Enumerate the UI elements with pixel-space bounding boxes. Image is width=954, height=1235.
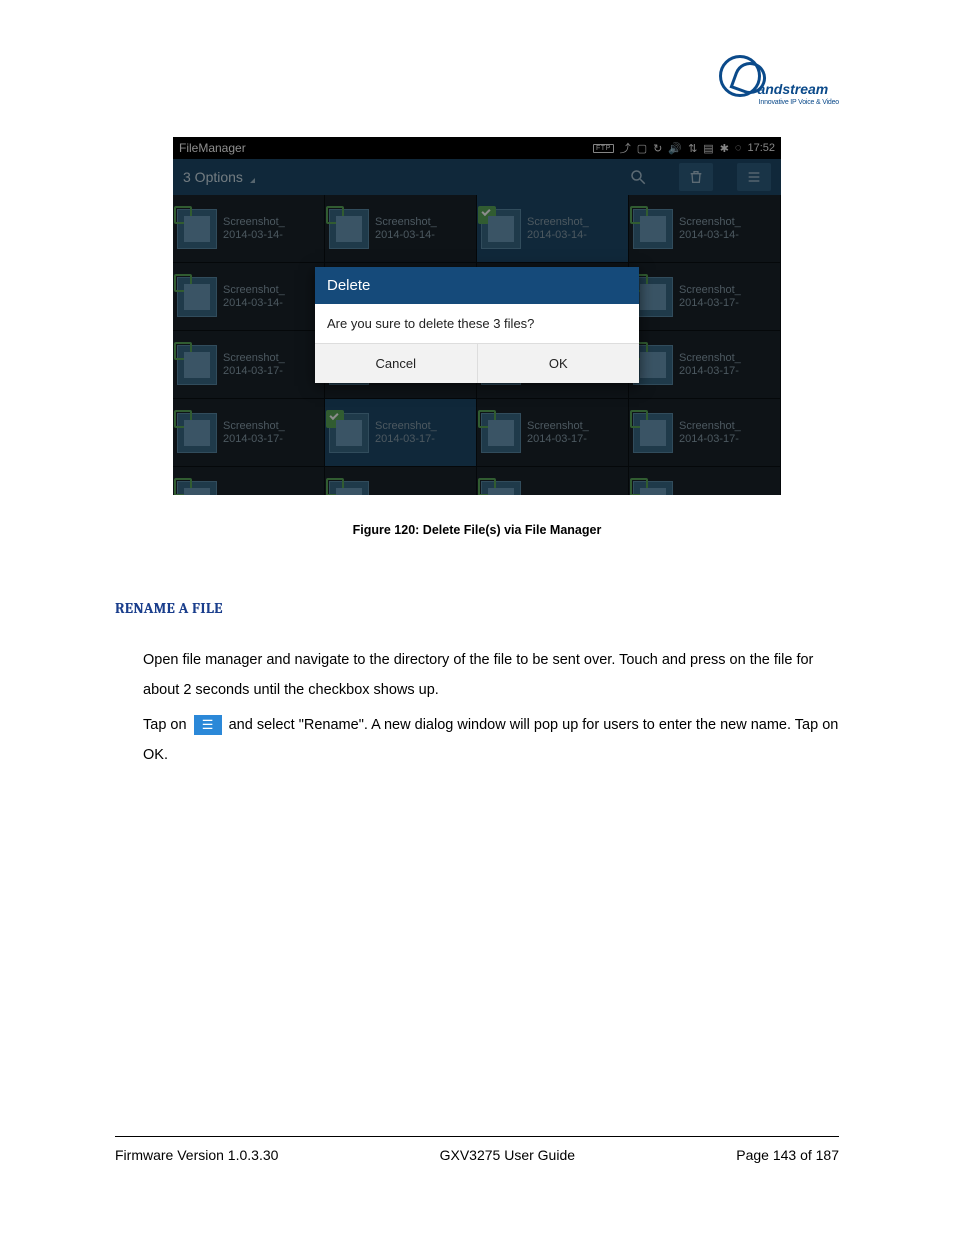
file-name: Screenshot_2014-03-17-	[527, 420, 589, 446]
file-thumbnail-icon	[177, 481, 217, 496]
trash-icon[interactable]	[679, 163, 713, 191]
file-thumbnail-icon	[177, 209, 217, 249]
sync-icon: ↻	[653, 142, 662, 155]
file-thumbnail-icon	[329, 413, 369, 453]
file-name: Screenshot	[527, 494, 583, 495]
search-icon[interactable]	[621, 163, 655, 191]
file-cell[interactable]: Screenshot	[629, 467, 781, 495]
file-name: Screenshot_2014-03-17-	[223, 352, 285, 378]
file-cell[interactable]: Screenshot	[173, 467, 325, 495]
footer-firmware: Firmware Version 1.0.3.30	[115, 1147, 278, 1163]
clock: 17:52	[747, 142, 775, 154]
brand-logo: andstream Innovative IP Voice & Video	[719, 55, 839, 113]
file-name: Screenshot_2014-03-14-	[223, 284, 285, 310]
file-name: Screenshot_2014-03-17-	[679, 420, 741, 446]
options-count[interactable]: 3 Options	[183, 169, 243, 185]
file-thumbnail-icon	[329, 481, 369, 496]
file-cell[interactable]: Screenshot_2014-03-17-	[629, 399, 781, 467]
options-toolbar: 3 Options	[173, 159, 781, 195]
figure-caption: Figure 120: Delete File(s) via File Mana…	[115, 523, 839, 537]
file-name: Screenshot_2014-03-17-	[223, 420, 285, 446]
file-name: Screenshot	[375, 494, 431, 495]
file-cell[interactable]: Screenshot_2014-03-17-	[629, 263, 781, 331]
delete-dialog: Delete Are you sure to delete these 3 fi…	[315, 267, 639, 383]
file-cell[interactable]: Screenshot	[325, 467, 477, 495]
file-cell[interactable]: Screenshot_2014-03-14-	[173, 263, 325, 331]
ok-button[interactable]: OK	[478, 344, 640, 383]
file-cell[interactable]: Screenshot_2014-03-17-	[629, 331, 781, 399]
section-heading: RENAME A FILE	[115, 599, 839, 617]
file-cell[interactable]: Screenshot_2014-03-14-	[629, 195, 781, 263]
file-thumbnail-icon	[633, 277, 673, 317]
file-thumbnail-icon	[481, 413, 521, 453]
file-thumbnail-icon	[633, 209, 673, 249]
gps-icon: ◌	[735, 142, 742, 154]
sim-icon: ▤	[703, 142, 713, 155]
logo-tagline: Innovative IP Voice & Video	[719, 99, 839, 106]
file-cell[interactable]: Screenshot_2014-03-17-	[477, 399, 629, 467]
paragraph-1: Open file manager and navigate to the di…	[143, 645, 839, 706]
file-cell[interactable]: Screenshot_2014-03-14-	[325, 195, 477, 263]
file-name: Screenshot_2014-03-14-	[527, 216, 589, 242]
file-thumbnail-icon	[481, 481, 521, 496]
body-text: Open file manager and navigate to the di…	[115, 645, 839, 771]
android-status-bar: FileManager FTP ⤴ ▢ ↻ 🔊 ⇅ ▤ ✱ ◌ 17:52	[173, 137, 781, 159]
logo-mark-icon	[719, 55, 761, 97]
file-name: Screenshot_2014-03-17-	[679, 352, 741, 378]
file-thumbnail-icon	[633, 481, 673, 496]
file-name: Screenshot_2014-03-14-	[679, 216, 741, 242]
file-thumbnail-icon	[633, 413, 673, 453]
cancel-button[interactable]: Cancel	[315, 344, 478, 383]
file-name: Screenshot_2014-03-14-	[375, 216, 437, 242]
file-thumbnail-icon	[177, 277, 217, 317]
file-thumbnail-icon	[177, 413, 217, 453]
file-cell[interactable]: Screenshot_2014-03-17-	[173, 331, 325, 399]
file-thumbnail-icon	[481, 209, 521, 249]
file-thumbnail-icon	[177, 345, 217, 385]
app-title: FileManager	[179, 141, 246, 155]
footer-doc-title: GXV3275 User Guide	[278, 1147, 736, 1163]
dialog-title: Delete	[315, 267, 639, 304]
file-thumbnail-icon	[633, 345, 673, 385]
file-name: Screenshot_2014-03-17-	[679, 284, 741, 310]
file-cell[interactable]: Screenshot_2014-03-14-	[173, 195, 325, 263]
file-name: Screenshot_2014-03-17-	[375, 420, 437, 446]
paragraph-2: Tap on and select "Rename". A new dialog…	[143, 710, 839, 771]
screenshot-figure: FileManager FTP ⤴ ▢ ↻ 🔊 ⇅ ▤ ✱ ◌ 17:52 3 …	[173, 137, 781, 495]
file-cell[interactable]: Screenshot	[477, 467, 629, 495]
file-name: Screenshot	[679, 494, 735, 495]
logo-brand-text: andstream	[757, 81, 828, 97]
hamburger-menu-icon	[194, 715, 222, 735]
file-name: Screenshot	[223, 494, 279, 495]
upload-icon: ⤴	[620, 140, 631, 156]
ftp-icon: FTP	[593, 144, 614, 153]
volume-icon: 🔊	[668, 142, 682, 155]
menu-icon[interactable]	[737, 163, 771, 191]
page-footer: Firmware Version 1.0.3.30 GXV3275 User G…	[115, 1136, 839, 1163]
dialog-message: Are you sure to delete these 3 files?	[315, 304, 639, 344]
file-name: Screenshot_2014-03-14-	[223, 216, 285, 242]
bluetooth-icon: ✱	[720, 142, 729, 155]
network-icon: ⇅	[688, 142, 697, 155]
image-icon: ▢	[637, 142, 647, 155]
file-thumbnail-icon	[329, 209, 369, 249]
file-cell[interactable]: Screenshot_2014-03-14-	[477, 195, 629, 263]
file-cell[interactable]: Screenshot_2014-03-17-	[325, 399, 477, 467]
file-cell[interactable]: Screenshot_2014-03-17-	[173, 399, 325, 467]
footer-page-number: Page 143 of 187	[736, 1147, 839, 1163]
